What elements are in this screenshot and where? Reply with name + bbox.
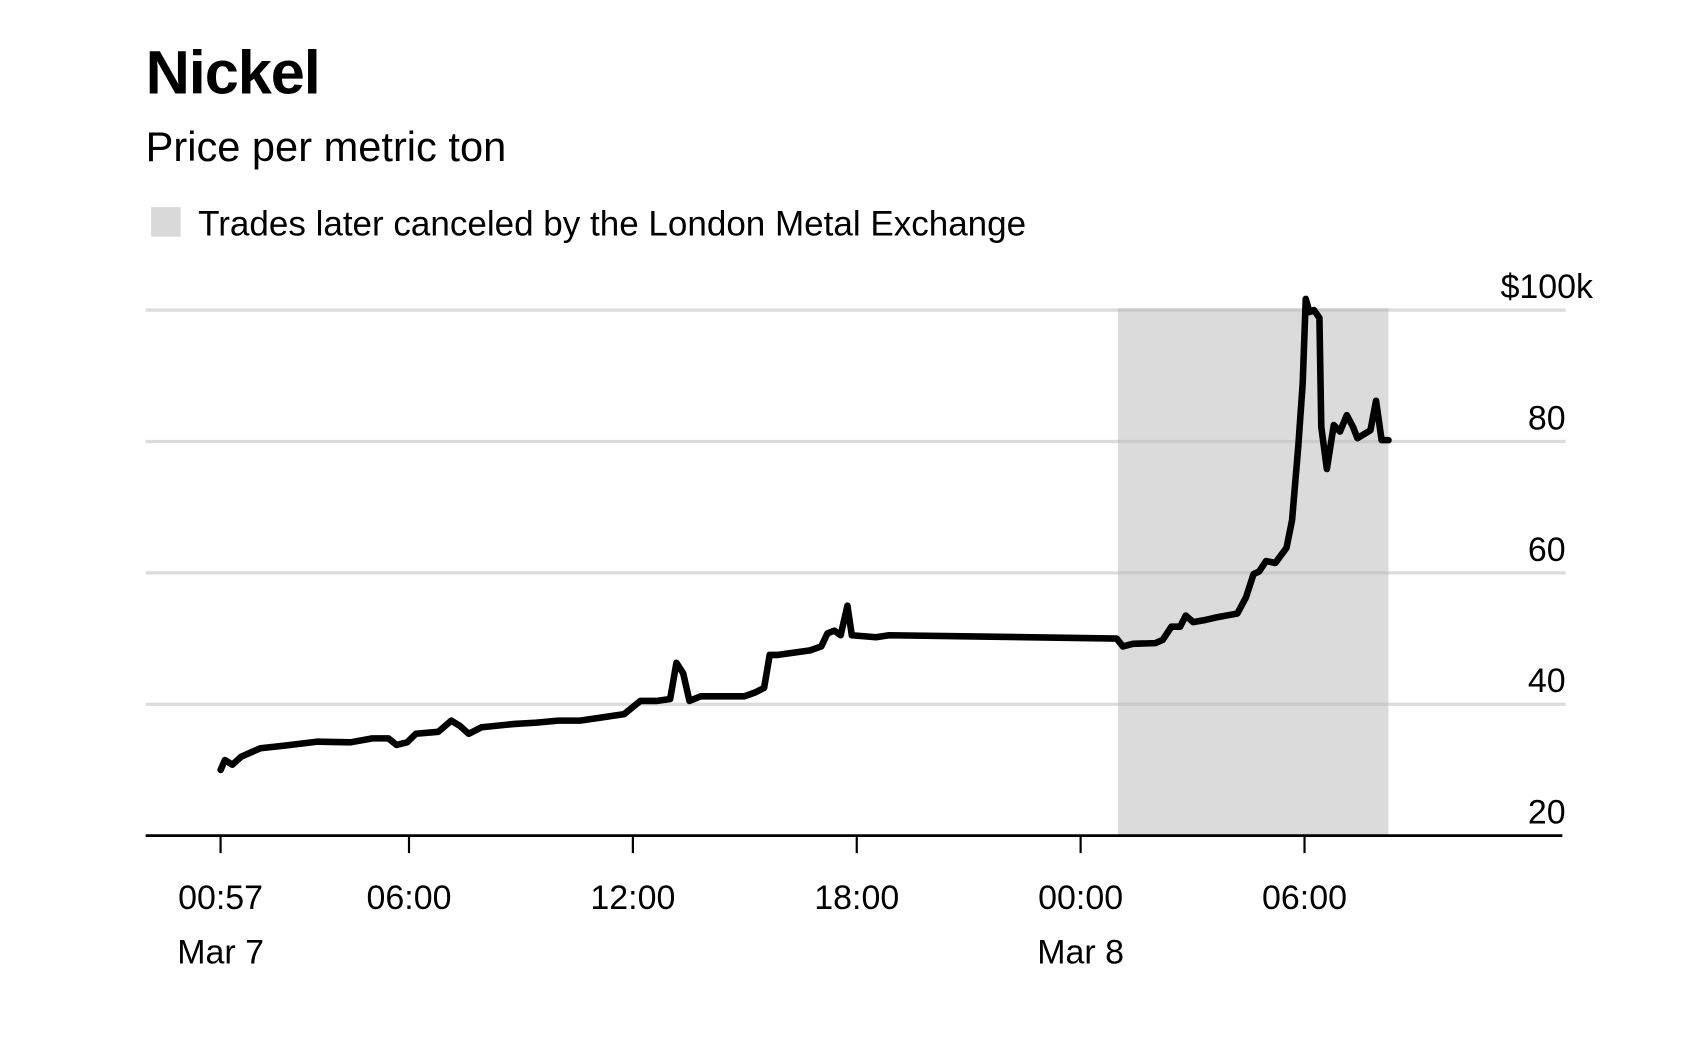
y-tick-label: $100k [1501, 268, 1594, 306]
y-tick-label: 80 [1528, 399, 1566, 437]
chart-title: Nickel [146, 37, 320, 106]
x-tick-label: 00:57 [178, 879, 263, 917]
axis-labels: 20 40 60 80 $100k 00:57 Mar 7 06:00 12:00 18:00 00… [177, 268, 1594, 972]
y-tick-label: 20 [1528, 794, 1566, 832]
legend-label: Trades later canceled by the London Meta… [198, 205, 1026, 244]
price-line [217, 295, 1392, 774]
chart-subtitle: Price per metric ton [146, 123, 507, 170]
x-date-label: Mar 8 [1037, 934, 1124, 972]
x-tick-label: 06:00 [367, 879, 452, 917]
plot-area [145, 295, 1566, 854]
y-tick-label: 40 [1528, 662, 1566, 700]
x-date-label: Mar 7 [177, 934, 264, 972]
legend-swatch [151, 207, 181, 237]
x-tick-label: 18:00 [814, 879, 899, 917]
x-tick-label: 12:00 [590, 879, 675, 917]
x-tick-label: 00:00 [1038, 879, 1123, 917]
x-tick-label: 06:00 [1262, 879, 1347, 917]
y-tick-label: 60 [1528, 531, 1566, 569]
